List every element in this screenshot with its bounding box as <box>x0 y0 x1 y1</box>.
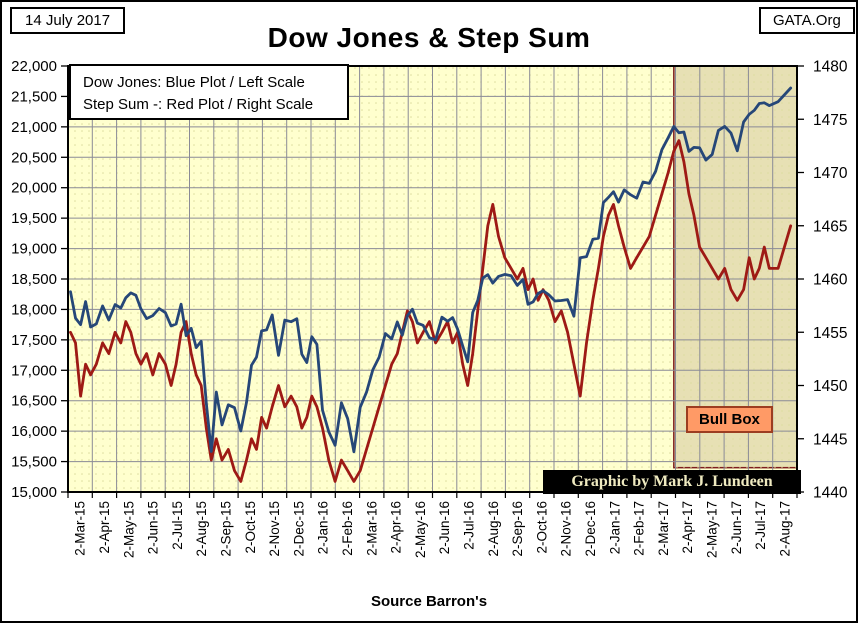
left-axis-tick-label: 15,500 <box>11 454 57 471</box>
x-axis-tick-label: 2-Apr-17 <box>680 501 695 554</box>
x-axis-tick-label: 2-Jul-16 <box>461 501 476 550</box>
credit-banner: Graphic by Mark J. Lundeen <box>543 470 801 494</box>
x-axis-tick-label: 2-Mar-16 <box>364 501 379 556</box>
x-axis-tick-label: 2-Feb-16 <box>340 501 355 556</box>
x-axis-tick-label: 2-Jan-17 <box>607 501 622 554</box>
x-axis-tick-label: 2-Oct-15 <box>243 501 258 554</box>
x-axis-tick-label: 2-Sep-16 <box>510 501 525 557</box>
right-axis-tick-label: 1460 <box>813 272 848 289</box>
x-axis-tick-label: 2-Aug-17 <box>777 501 792 557</box>
x-axis-tick-label: 2-Jun-15 <box>146 501 161 554</box>
x-axis-tick-label: 2-Nov-16 <box>559 501 574 557</box>
right-axis-tick-label: 1470 <box>813 165 848 182</box>
legend-line-step-sum: Step Sum -: Red Plot / Right Scale <box>83 96 314 113</box>
x-axis-tick-label: 2-Oct-16 <box>534 501 549 554</box>
bull-box-label: Bull Box <box>686 406 773 433</box>
right-axis-tick-label: 1440 <box>813 485 848 502</box>
source-label: Source Barron's <box>370 593 488 610</box>
left-axis-tick-label: 19,000 <box>11 241 57 258</box>
x-axis-tick-label: 2-Nov-15 <box>267 501 282 557</box>
x-axis-tick-label: 2-Jan-16 <box>316 501 331 554</box>
left-axis-tick-label: 17,500 <box>11 332 57 349</box>
left-axis-tick-label: 22,000 <box>11 58 57 75</box>
legend-line-dow-jones: Dow Jones: Blue Plot / Left Scale <box>83 74 305 91</box>
left-axis-tick-label: 20,500 <box>11 149 57 166</box>
x-axis-tick-label: 2-Jun-17 <box>729 501 744 554</box>
x-axis-tick-label: 2-Aug-16 <box>486 501 501 557</box>
x-axis-tick-label: 2-Dec-15 <box>291 501 306 557</box>
series-line-dow-jones <box>69 86 793 454</box>
right-axis-tick-label: 1450 <box>813 378 848 395</box>
left-axis-tick-label: 18,000 <box>11 301 57 318</box>
x-axis-tick-label: 2-Aug-15 <box>194 501 209 557</box>
left-axis-tick-label: 19,500 <box>11 210 57 227</box>
x-axis-tick-label: 2-May-17 <box>704 501 719 558</box>
x-axis-tick-label: 2-Sep-15 <box>218 501 233 557</box>
left-axis-tick-label: 21,000 <box>11 119 57 136</box>
right-axis-tick-label: 1465 <box>813 218 847 235</box>
x-axis-tick-label: 2-Apr-15 <box>97 501 112 554</box>
left-axis-tick-label: 15,000 <box>11 484 57 501</box>
right-axis-tick-label: 1455 <box>813 325 847 342</box>
x-axis-tick-label: 2-Mar-17 <box>656 501 671 556</box>
chart-title: Dow Jones & Step Sum <box>267 22 591 53</box>
x-axis-tick-label: 2-May-16 <box>413 501 428 558</box>
x-axis-tick-label: 2-Jun-16 <box>437 501 452 554</box>
left-axis-tick-label: 17,000 <box>11 362 57 379</box>
date-badge: 14 July 2017 <box>10 7 126 34</box>
left-axis-tick-label: 18,500 <box>11 271 57 288</box>
x-axis-tick-label: 2-May-15 <box>121 501 136 558</box>
x-axis-tick-label: 2-Feb-17 <box>632 501 647 556</box>
left-axis-tick-label: 20,000 <box>11 180 57 197</box>
left-axis-tick-label: 16,000 <box>11 423 57 440</box>
right-axis-tick-label: 1475 <box>813 112 847 129</box>
x-axis-tick-label: 2-Jul-17 <box>753 501 768 550</box>
right-axis-tick-label: 1480 <box>813 59 848 76</box>
left-axis-tick-label: 21,500 <box>11 88 57 105</box>
x-axis-tick-label: 2-Jul-15 <box>170 501 185 550</box>
legend-box: Dow Jones: Blue Plot / Left Scale Step S… <box>69 64 349 120</box>
x-axis-tick-label: 2-Mar-15 <box>73 501 88 556</box>
brand-badge: GATA.Org <box>759 7 855 34</box>
x-axis-tick-label: 2-Apr-16 <box>389 501 404 554</box>
x-axis-tick-label: 2-Dec-16 <box>583 501 598 557</box>
left-axis-tick-label: 16,500 <box>11 393 57 410</box>
right-axis-tick-label: 1445 <box>813 431 847 448</box>
series-line-step-sum <box>69 139 793 483</box>
